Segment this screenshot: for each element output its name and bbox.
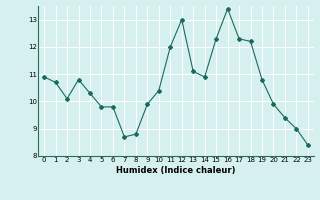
X-axis label: Humidex (Indice chaleur): Humidex (Indice chaleur) [116, 166, 236, 175]
